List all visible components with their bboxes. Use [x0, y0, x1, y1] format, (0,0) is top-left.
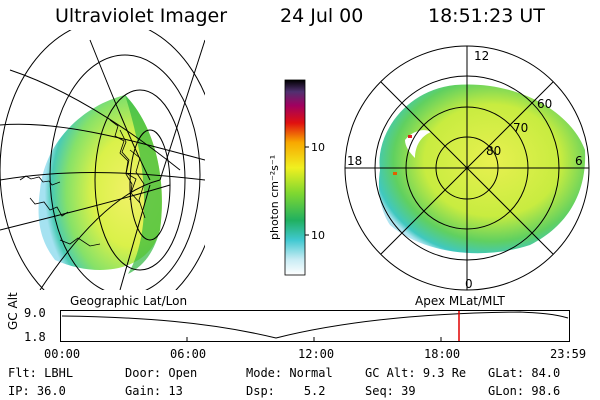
- ip-status: IP: 36.0: [8, 384, 66, 398]
- filter-status: Flt: LBHL: [8, 366, 74, 380]
- time-label: 18:51:23 UT: [428, 5, 545, 27]
- colorbar-unit-label: photon cm⁻²s⁻¹: [268, 155, 281, 240]
- gain-status: Gain: 13: [125, 384, 183, 398]
- seq-status: Seq: 39: [365, 384, 416, 398]
- lat-label-80: 80: [486, 144, 501, 158]
- x-tick-23-59: 23:59: [550, 347, 587, 361]
- mlt-label-12: 12: [474, 49, 489, 63]
- instrument-title: Ultraviolet Imager: [55, 5, 228, 27]
- geographic-map: [0, 30, 205, 290]
- colorbar-tick-100: 100: [311, 141, 325, 154]
- y-tick-9-0: 9.0: [24, 306, 46, 320]
- polar-plot: 12 18 6 0 60 70 80: [344, 45, 590, 291]
- x-tick-12-00: 12:00: [298, 347, 335, 361]
- door-status: Door: Open: [125, 366, 198, 380]
- dsp-status: Dsp: 5.2: [246, 384, 326, 398]
- polar-emission: [378, 84, 586, 254]
- lat-label-70: 70: [513, 121, 528, 135]
- mlt-label-6: 6: [575, 154, 583, 168]
- gc-alt-axis-title: GC Alt: [6, 292, 20, 330]
- lat-label-60: 60: [537, 97, 552, 111]
- gc-alt-status: GC Alt: 9.3 Re: [365, 366, 467, 380]
- geographic-label: Geographic Lat/Lon: [70, 294, 188, 308]
- colorbar-tick-10: 10: [311, 229, 325, 242]
- apex-label: Apex MLat/MLT: [415, 294, 505, 308]
- y-tick-1-8: 1.8: [24, 330, 46, 344]
- x-tick-18-00: 18:00: [424, 347, 461, 361]
- glon-status: GLon: 98.6: [488, 384, 561, 398]
- colorbar: 100 10 photon cm⁻²s⁻¹: [268, 79, 325, 276]
- glat-status: GLat: 84.0: [488, 366, 561, 380]
- x-tick-06-00: 06:00: [170, 347, 207, 361]
- altitude-timeline: [60, 310, 570, 342]
- mlt-label-0: 0: [465, 277, 473, 291]
- mode-status: Mode: Normal: [246, 366, 333, 380]
- x-tick-00-00: 00:00: [44, 347, 81, 361]
- altitude-curve: [61, 311, 569, 339]
- mlt-label-18: 18: [347, 154, 362, 168]
- date-label: 24 Jul 00: [280, 5, 364, 27]
